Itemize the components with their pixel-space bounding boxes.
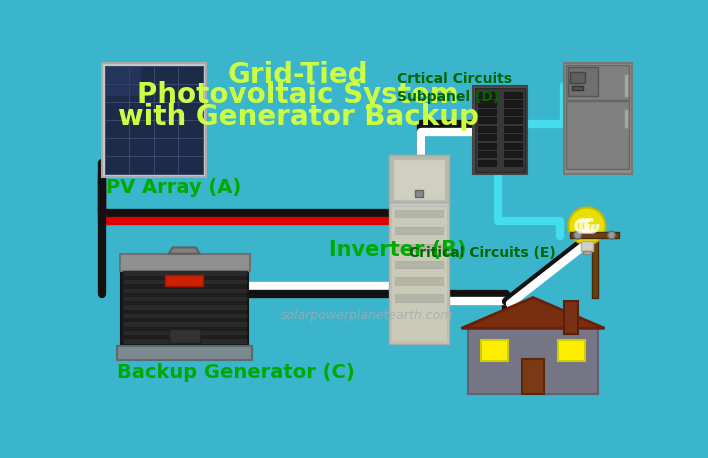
Bar (478, 151, 496, 158)
Bar (122, 338, 246, 344)
Bar (478, 92, 496, 98)
Text: solarpowerplanetearth.com: solarpowerplanetearth.com (281, 309, 454, 322)
Text: with Generator Backup: with Generator Backup (118, 103, 479, 131)
Bar (122, 279, 246, 284)
Bar (504, 134, 523, 141)
Bar (392, 206, 447, 341)
Bar (478, 134, 496, 141)
Circle shape (607, 231, 615, 239)
Bar (389, 155, 449, 202)
Bar (105, 66, 202, 174)
Bar (122, 271, 246, 276)
Bar (570, 232, 620, 238)
Bar (583, 251, 590, 254)
Bar (570, 72, 586, 83)
Bar (415, 191, 423, 196)
Bar (169, 329, 200, 343)
Text: Critical Circuits (E): Critical Circuits (E) (409, 246, 556, 260)
Bar (478, 143, 496, 149)
Bar (581, 241, 593, 251)
Bar (568, 66, 598, 96)
Text: Photovoltaic System: Photovoltaic System (137, 81, 459, 109)
Bar (393, 159, 445, 200)
Bar (122, 313, 246, 318)
Bar (395, 210, 443, 218)
Bar (504, 117, 523, 124)
Bar (523, 359, 544, 394)
Bar (389, 155, 449, 344)
Bar (504, 151, 523, 158)
Bar (102, 63, 206, 177)
Bar (571, 86, 583, 90)
Bar (122, 296, 246, 301)
Bar (566, 65, 629, 100)
Bar (504, 126, 523, 132)
Bar (504, 160, 523, 166)
Bar (504, 109, 523, 115)
Bar (564, 301, 578, 334)
Bar (122, 330, 246, 335)
Bar (478, 126, 496, 132)
Polygon shape (462, 298, 605, 328)
Bar (478, 100, 496, 107)
Bar (122, 305, 246, 310)
Text: Inverter (B): Inverter (B) (329, 240, 467, 260)
Bar (122, 322, 246, 327)
Bar (566, 101, 629, 169)
Bar (395, 261, 443, 268)
Bar (121, 265, 248, 344)
Bar (122, 288, 246, 293)
Bar (592, 224, 598, 298)
Text: Crtical Circuits
Subpanel (D): Crtical Circuits Subpanel (D) (396, 72, 512, 104)
Polygon shape (169, 247, 200, 254)
Bar (504, 92, 523, 98)
Bar (475, 88, 525, 172)
Bar (564, 63, 632, 174)
Bar (558, 340, 585, 361)
Bar (504, 100, 523, 107)
Bar (624, 74, 628, 97)
Bar (395, 294, 443, 302)
Bar (106, 67, 141, 96)
Bar (624, 109, 628, 128)
Bar (467, 328, 598, 394)
Text: PV Array (A): PV Array (A) (105, 178, 241, 197)
Bar (120, 254, 250, 271)
Bar (481, 340, 508, 361)
Bar (118, 346, 252, 360)
Bar (473, 86, 527, 174)
Text: Grid-Tied: Grid-Tied (228, 61, 368, 89)
Text: Backup Generator (C): Backup Generator (C) (118, 363, 355, 382)
Bar (478, 117, 496, 124)
Bar (478, 109, 496, 115)
Bar (395, 278, 443, 285)
Circle shape (573, 231, 581, 239)
Bar (395, 227, 443, 234)
Bar (478, 160, 496, 166)
Bar (504, 143, 523, 149)
Bar (165, 275, 203, 286)
Bar (395, 244, 443, 251)
Circle shape (569, 207, 605, 245)
